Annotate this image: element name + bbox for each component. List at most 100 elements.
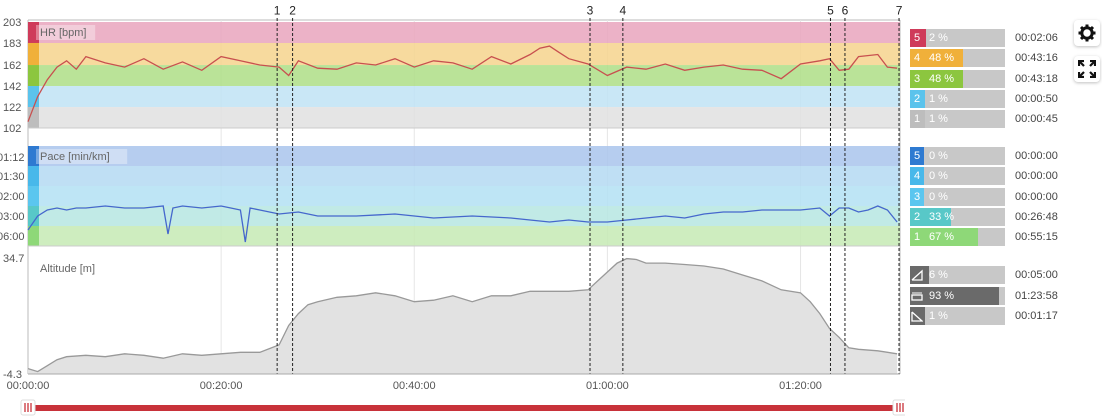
x-tick-label: 00:00:00	[7, 380, 50, 392]
pace-zone-number: 1	[910, 228, 924, 247]
pace-zone-duration: 00:00:00	[1015, 170, 1058, 183]
hr-zone-fill	[924, 110, 925, 129]
pace-zone-number: 2	[910, 207, 924, 226]
hr-zone-band	[28, 42, 900, 66]
lap-marker-bubble	[892, 3, 905, 17]
range-slider-track	[28, 405, 900, 411]
hr-zone-duration: 00:43:18	[1015, 72, 1058, 85]
pace-y-tick: 01:12	[0, 152, 25, 164]
hr-y-tick: 162	[3, 60, 21, 72]
pace-zone-percent: 33 %	[929, 210, 955, 223]
hr-zone-row: 2 1 %	[910, 89, 1005, 108]
pace-zone-percent: 67 %	[929, 231, 955, 244]
hr-zone-indicator	[28, 107, 39, 128]
pace-zone-band	[28, 186, 900, 206]
pace-zone-band	[28, 226, 900, 246]
alt-zone-percent: 1 %	[929, 310, 948, 322]
hr-zone-bar: 48 %	[924, 49, 1005, 68]
hr-zone-percent: 1 %	[929, 113, 948, 126]
pace-zone-indicator	[28, 226, 39, 246]
x-tick-label: 00:40:00	[393, 380, 436, 392]
alt-zone-fill	[924, 286, 1000, 305]
pace-zone-band	[28, 166, 900, 186]
hr-y-tick: 203	[3, 17, 21, 29]
hr-zone-percent: 2 %	[929, 32, 948, 44]
alt-y-tick: 34.7	[3, 253, 24, 265]
pace-zone-row: 5 0 %	[910, 147, 1005, 165]
alt-zone-fill	[924, 266, 929, 284]
hr-zone-fill	[924, 49, 963, 68]
alt-zone-percent: 6 %	[929, 269, 948, 281]
lap-marker-label: 7	[896, 4, 903, 18]
hr-zone-number: 2	[910, 89, 924, 108]
hr-zone-bar: 1 %	[924, 89, 1005, 108]
hr-zone-percent: 48 %	[929, 72, 955, 85]
hr-zone-band	[28, 107, 900, 128]
lap-marker-bubble	[823, 3, 838, 17]
alt-series-line	[27, 257, 898, 373]
alt-zone-duration: 00:01:17	[1015, 310, 1058, 322]
hr-zone-number: 1	[910, 110, 924, 129]
alt-y-tick: -4.3	[3, 369, 22, 381]
hr-zone-bar: 48 %	[924, 69, 1005, 88]
pace-zone-duration: 00:00:00	[1015, 190, 1058, 203]
hr-zone-duration: 00:43:16	[1015, 52, 1058, 65]
pace-zone-fill	[924, 228, 979, 247]
hr-zone-row: 4 48 %	[910, 49, 1005, 68]
hr-panel-title: HR [bpm]	[40, 27, 86, 39]
hr-zone-bar: 2 %	[924, 29, 1005, 47]
pace-zone-fill	[924, 207, 951, 226]
lap-marker-label: 2	[289, 4, 296, 18]
pace-zone-percent: 0 %	[929, 150, 948, 162]
pace-zone-duration: 00:55:15	[1015, 231, 1058, 244]
alt-zone-bar: 93 %	[924, 286, 1005, 305]
uphill-icon	[910, 266, 924, 284]
alt-zone-row: 6 %	[910, 266, 1005, 284]
hr-zone-band	[28, 86, 900, 108]
alt-zone-percent: 93 %	[929, 289, 955, 302]
hr-zone-band	[28, 65, 900, 87]
pace-zone-row: 2 33 %	[910, 207, 1005, 226]
pace-zone-number: 5	[910, 147, 924, 165]
hr-zone-row: 3 48 %	[910, 69, 1005, 88]
pace-zone-indicator	[28, 166, 39, 186]
hr-zone-duration: 00:00:50	[1015, 92, 1058, 105]
lap-marker-label: 4	[620, 4, 627, 18]
hr-zone-number: 3	[910, 69, 924, 88]
lap-marker-bubble	[615, 3, 630, 17]
pace-zone-indicator	[28, 146, 39, 166]
alt-zone-row: 1 %	[910, 307, 1005, 325]
hr-y-tick: 142	[3, 81, 21, 93]
range-handle-end	[892, 399, 905, 416]
lap-marker-label: 5	[827, 4, 834, 18]
pace-y-tick: 02:00	[0, 191, 25, 203]
flat-icon	[910, 286, 924, 305]
pace-zone-duration: 00:00:00	[1015, 150, 1058, 162]
pace-zone-band	[28, 146, 900, 166]
hr-zone-indicator	[28, 86, 39, 108]
x-tick-label: 01:00:00	[586, 380, 629, 392]
lap-marker-bubble	[583, 3, 598, 17]
pace-y-tick: 06:00	[0, 231, 25, 243]
hr-zone-duration: 00:02:06	[1015, 32, 1058, 44]
pace-zone-duration: 00:26:48	[1015, 210, 1058, 223]
lap-marker-label: 6	[842, 4, 849, 18]
hr-zone-fill	[924, 89, 925, 108]
hr-zone-number: 5	[910, 29, 924, 47]
gear-icon	[1078, 24, 1096, 42]
alt-zone-fill	[924, 307, 925, 325]
fullscreen-button[interactable]	[1074, 56, 1100, 82]
pace-zone-row: 4 0 %	[910, 167, 1005, 186]
alt-zone-bar: 6 %	[924, 266, 1005, 284]
pace-zone-indicator	[28, 206, 39, 226]
lap-marker-label: 1	[274, 4, 281, 18]
alt-zone-row: 93 %	[910, 286, 1005, 305]
hr-zone-percent: 1 %	[929, 92, 948, 105]
altitude-area	[28, 258, 898, 374]
lap-marker-label: 3	[587, 4, 594, 18]
pace-zone-bar: 0 %	[924, 147, 1005, 165]
pace-zone-row: 3 0 %	[910, 187, 1005, 206]
settings-button[interactable]	[1074, 20, 1100, 46]
hr-zone-indicator	[28, 65, 39, 87]
